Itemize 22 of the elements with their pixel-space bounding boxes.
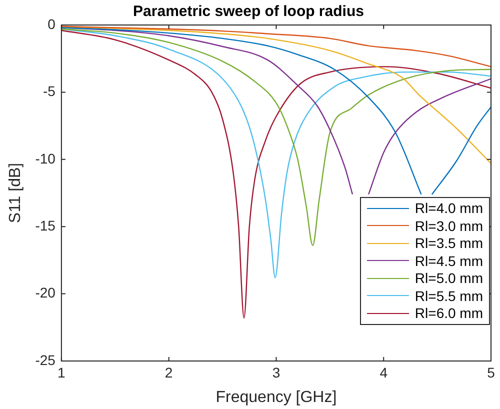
y-axis-title: S11 [dB] xyxy=(7,162,24,224)
legend-label: Rl=4.0 mm xyxy=(414,200,483,216)
line-series xyxy=(61,26,491,68)
x-tick-label: 1 xyxy=(58,364,66,380)
legend-label: Rl=3.0 mm xyxy=(414,218,483,234)
y-tick-label: -10 xyxy=(35,150,56,166)
x-tick-label: 3 xyxy=(272,364,280,380)
y-tick-label: -15 xyxy=(35,217,56,234)
y-tick-label: -25 xyxy=(35,352,56,368)
x-axis-title: Frequency [GHz] xyxy=(216,388,337,406)
x-tick-label: 4 xyxy=(380,364,388,380)
x-tick-label: 5 xyxy=(487,364,496,380)
legend-label: Rl=6.0 mm xyxy=(414,305,483,322)
legend-label: Rl=4.5 mm xyxy=(414,252,483,269)
legend-label: Rl=5.5 mm xyxy=(414,288,483,304)
y-tick-label: -20 xyxy=(35,284,56,301)
y-tick-label: -5 xyxy=(42,83,56,100)
legend-label: Rl=3.5 mm xyxy=(414,235,483,252)
chart-title: Parametric sweep of loop radius xyxy=(133,3,364,20)
legend-label: Rl=5.0 mm xyxy=(414,270,483,286)
x-tick-label: 2 xyxy=(164,364,173,380)
y-tick-label: 0 xyxy=(48,16,56,32)
